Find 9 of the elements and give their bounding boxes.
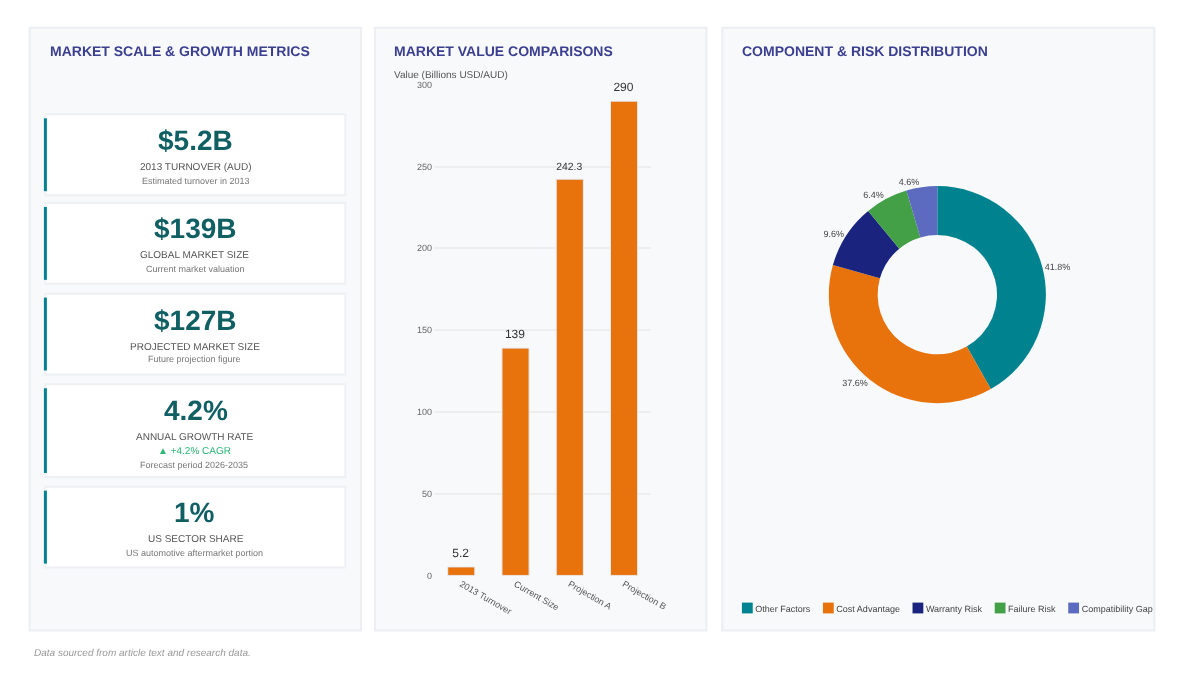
donut-slice [906,186,938,238]
donut-slice [828,265,991,404]
bar [447,566,476,576]
category-label: $5.2B [158,124,233,156]
category-label: 1% [174,496,216,528]
donut-slice [937,186,1046,390]
category-label: $139B [154,212,237,244]
category-label: $127B [154,304,237,336]
category-label: 4.2% [164,394,229,426]
